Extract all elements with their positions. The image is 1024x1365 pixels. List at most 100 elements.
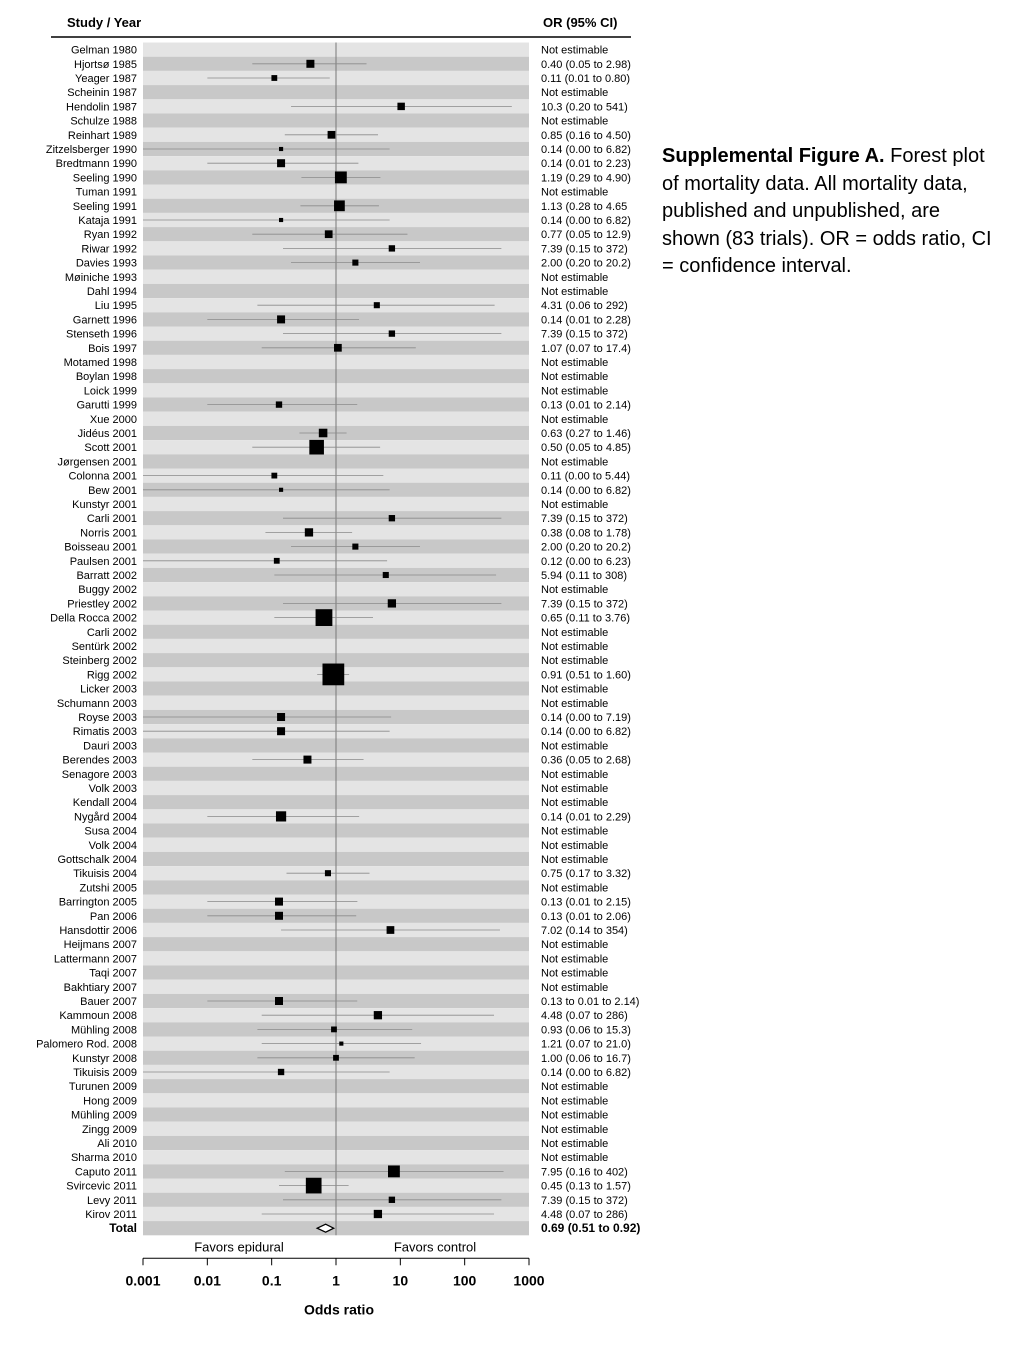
study-label-colonna-2001: Colonna 2001 — [68, 471, 137, 483]
study-label-norris-2001: Norris 2001 — [80, 527, 137, 539]
or-ci-text-della-rocca-2002: 0.65 (0.11 to 3.76) — [541, 613, 630, 625]
study-label-levy-2011: Levy 2011 — [87, 1195, 137, 1207]
or-marker-pan-2006 — [274, 911, 283, 920]
or-ci-text-moiniche-1993: Not estimable — [541, 272, 608, 284]
study-label-barrington-2005: Barrington 2005 — [59, 897, 137, 909]
or-marker-rigg-2002 — [322, 663, 345, 686]
study-label-schulze-1988: Schulze 1988 — [70, 116, 137, 128]
or-ci-text-scheinin-1987: Not estimable — [541, 87, 608, 99]
or-ci-text-loick-1999: Not estimable — [541, 385, 608, 397]
study-label-paulsen-2001: Paulsen 2001 — [70, 556, 137, 568]
or-ci-text-pan-2006: 0.13 (0.01 to 2.06) — [541, 911, 631, 923]
or-marker-bois-1997 — [334, 343, 342, 352]
or-marker-seeling-1991 — [334, 200, 345, 212]
study-label-dauri-2003: Dauri 2003 — [83, 740, 137, 752]
study-label-caputo-2011: Caputo 2011 — [75, 1166, 137, 1178]
study-label-xue-2000: Xue 2000 — [90, 414, 137, 426]
or-marker-yeager-1987 — [271, 75, 278, 81]
study-label-davies-1993: Davies 1993 — [76, 258, 137, 270]
study-label-kunstyr-2001: Kunstyr 2001 — [72, 499, 137, 511]
or-ci-text-zingg-2009: Not estimable — [541, 1124, 608, 1136]
study-label-sharma-2010: Sharma 2010 — [71, 1152, 137, 1164]
study-label-kunstyr-2008: Kunstyr 2008 — [72, 1053, 137, 1065]
or-ci-text-kunstyr-2001: Not estimable — [541, 499, 608, 511]
study-label-hendolin-1987: Hendolin 1987 — [66, 101, 137, 113]
or-ci-text-kataja-1991: 0.14 (0.00 to 6.82) — [541, 215, 631, 227]
or-ci-text-barrington-2005: 0.13 (0.01 to 2.15) — [541, 897, 631, 909]
or-ci-text-nygard-2004: 0.14 (0.01 to 2.29) — [541, 811, 631, 823]
or-ci-text-davies-1993: 2.00 (0.20 to 20.2) — [541, 258, 631, 270]
study-label-hong-2009: Hong 2009 — [83, 1095, 137, 1107]
or-ci-text-hong-2009: Not estimable — [541, 1095, 608, 1107]
or-marker-levy-2011 — [388, 1196, 396, 1203]
or-ci-text-taqi-2007: Not estimable — [541, 968, 608, 980]
or-ci-text-kammoun-2008: 4.48 (0.07 to 286) — [541, 1010, 628, 1022]
or-ci-text-zitzelsberger-1990: 0.14 (0.00 to 6.82) — [541, 144, 631, 156]
or-ci-text-schulze-1988: Not estimable — [541, 116, 608, 128]
study-label-schumann-2003: Schumann 2003 — [57, 698, 137, 710]
or-ci-text-riwar-1992: 7.39 (0.15 to 372) — [541, 243, 628, 255]
study-label-bew-2001: Bew 2001 — [88, 485, 137, 497]
or-ci-text-hjortso-1985: 0.40 (0.05 to 2.98) — [541, 59, 631, 71]
study-label-moiniche-1993: Møiniche 1993 — [65, 272, 137, 284]
study-label-seeling-1991: Seeling 1991 — [73, 201, 137, 213]
or-ci-text-sharma-2010: Not estimable — [541, 1152, 608, 1164]
figure-caption: Supplemental Figure A. Forest plot of mo… — [662, 143, 1002, 281]
or-marker-muhling-2008 — [331, 1026, 337, 1033]
study-label-royse-2003: Royse 2003 — [78, 712, 137, 724]
study-label-barratt-2002: Barratt 2002 — [76, 570, 137, 582]
or-ci-text-kendall-2004: Not estimable — [541, 797, 608, 809]
or-marker-royse-2003 — [277, 713, 286, 721]
study-label-lattermann-2007: Lattermann 2007 — [54, 953, 137, 965]
or-ci-text-dauri-2003: Not estimable — [541, 740, 608, 752]
study-label-carli-2001: Carli 2001 — [87, 513, 137, 525]
study-label-bois-1997: Bois 1997 — [88, 343, 137, 355]
study-label-reinhart-1989: Reinhart 1989 — [68, 130, 137, 142]
study-label-riwar-1992: Riwar 1992 — [81, 243, 137, 255]
study-label-jorgensen-2001: Jørgensen 2001 — [58, 456, 138, 468]
or-ci-text-reinhart-1989: 0.85 (0.16 to 4.50) — [541, 130, 631, 142]
study-label-hansdottir-2006: Hansdottir 2006 — [59, 925, 137, 937]
study-label-seeling-1990: Seeling 1990 — [73, 172, 137, 184]
study-label-tuman-1991: Tuman 1991 — [76, 187, 137, 199]
x-tick-label-100: 100 — [453, 1272, 477, 1288]
or-marker-stenseth-1996 — [388, 330, 396, 337]
or-marker-garutti-1999 — [275, 401, 283, 408]
study-label-hjortso-1985: Hjortsø 1985 — [74, 59, 137, 71]
or-marker-davies-1993 — [352, 259, 359, 266]
study-label-pan-2006: Pan 2006 — [90, 911, 137, 923]
study-label-kammoun-2008: Kammoun 2008 — [59, 1010, 137, 1022]
or-marker-riwar-1992 — [388, 245, 396, 252]
study-label-tikuisis-2004: Tikuisis 2004 — [73, 868, 137, 880]
or-ci-text-hansdottir-2006: 7.02 (0.14 to 354) — [541, 925, 628, 937]
study-label-priestley-2002: Priestley 2002 — [67, 598, 137, 610]
or-ci-text-hendolin-1987: 10.3 (0.20 to 541) — [541, 101, 628, 113]
or-marker-norris-2001 — [304, 528, 314, 537]
or-ci-text-senturk-2002: Not estimable — [541, 641, 608, 653]
study-label-jideus-2001: Jidéus 2001 — [78, 428, 137, 440]
or-ci-text-yeager-1987: 0.11 (0.01 to 0.80) — [541, 73, 630, 85]
or-marker-jideus-2001 — [318, 428, 328, 438]
or-marker-boisseau-2001 — [352, 543, 359, 550]
x-tick-label-1000: 1000 — [513, 1272, 544, 1288]
or-ci-text-turunen-2009: Not estimable — [541, 1081, 608, 1093]
or-marker-berendes-2003 — [303, 755, 312, 764]
study-label-berendes-2003: Berendes 2003 — [62, 755, 137, 767]
or-marker-seeling-1990 — [334, 171, 347, 184]
or-ci-text-svircevic-2011: 0.45 (0.13 to 1.57) — [541, 1181, 631, 1193]
study-label-kirov-2011: Kirov 2011 — [85, 1209, 137, 1221]
or-marker-reinhart-1989 — [327, 130, 336, 139]
or-ci-text-ryan-1992: 0.77 (0.05 to 12.9) — [541, 229, 631, 241]
or-marker-tikuisis-2004 — [324, 870, 331, 877]
or-ci-text-lattermann-2007: Not estimable — [541, 953, 608, 965]
pooled-estimate-diamond — [315, 1223, 336, 1233]
or-ci-text-kunstyr-2008: 1.00 (0.06 to 16.7) — [541, 1053, 631, 1065]
or-ci-text-scott-2001: 0.50 (0.05 to 4.85) — [541, 442, 631, 454]
or-marker-zitzelsberger-1990 — [278, 146, 284, 152]
or-ci-text-bredtmann-1990: 0.14 (0.01 to 2.23) — [541, 158, 631, 170]
or-ci-text-kirov-2011: 4.48 (0.07 to 286) — [541, 1209, 628, 1221]
or-marker-kunstyr-2008 — [333, 1054, 339, 1061]
or-marker-kataja-1991 — [278, 217, 284, 223]
or-marker-tikuisis-2009 — [277, 1068, 285, 1076]
study-label-bakhtiary-2007: Bakhtiary 2007 — [64, 982, 137, 994]
